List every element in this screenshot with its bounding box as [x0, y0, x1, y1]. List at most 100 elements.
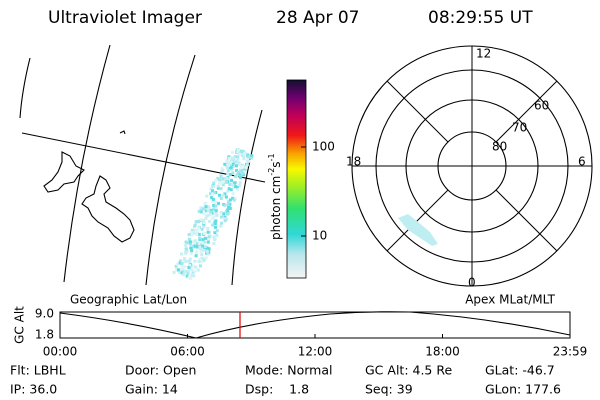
aurora-pixel	[176, 262, 180, 266]
aurora-pixel	[226, 212, 230, 216]
strip-x-tick-label: 18:00	[425, 345, 460, 359]
aurora-pixel	[187, 266, 191, 269]
aurora-pixel	[222, 217, 226, 221]
aurora-pixel	[238, 181, 242, 185]
aurora-pixel	[250, 154, 254, 158]
aurora-pixel	[228, 198, 232, 202]
aurora-pixel	[234, 164, 238, 168]
aurora-pixel	[233, 155, 237, 159]
aurora-pixel	[233, 181, 237, 185]
aurora-pixel	[219, 196, 223, 200]
aurora-pixel	[209, 210, 213, 214]
aurora-pixel	[232, 185, 236, 189]
aurora-pixel	[189, 246, 193, 250]
aurora-pixel	[214, 211, 218, 215]
aurora-pixel	[200, 241, 204, 245]
aurora-pixel	[194, 254, 198, 258]
aurora-pixel	[232, 198, 236, 202]
aurora-pixel	[212, 235, 216, 239]
island	[119, 130, 126, 135]
aurora-pixel	[242, 157, 246, 161]
aurora-pixel	[202, 225, 206, 229]
hour-label: 6	[578, 155, 586, 169]
aurora-pixel	[235, 185, 239, 189]
strip-x-tick-label: 06:00	[170, 345, 205, 359]
aurora-pixel	[202, 248, 206, 252]
aurora-pixel	[229, 188, 233, 192]
aurora-pixel	[193, 259, 197, 263]
aurora-pixel	[223, 192, 227, 196]
aurora	[172, 148, 254, 281]
aurora-pixel	[228, 202, 232, 206]
aurora-pixel	[218, 193, 221, 197]
aurora-pixel	[187, 259, 191, 263]
aurora-pixel	[184, 244, 188, 247]
aurora-pixel	[197, 259, 201, 263]
aurora-pixel	[207, 213, 211, 217]
aurora-pixel	[239, 165, 243, 169]
aurora-pixel	[223, 219, 227, 223]
aurora-pixel	[196, 268, 200, 272]
strip-y-label: GC Alt	[13, 306, 27, 344]
aurora-pixel	[223, 162, 227, 166]
aurora-pixel	[202, 232, 206, 236]
status-field: GLat: -46.7	[485, 363, 555, 378]
strip-x-tick-label: 12:00	[298, 345, 333, 359]
status-info: Flt: LBHL Door: Open Mode: Normal GC Alt: 4…	[10, 363, 561, 397]
aurora-pixel	[203, 244, 207, 248]
aurora-pixel	[202, 219, 205, 223]
aurora-pixel	[212, 215, 216, 219]
aurora-pixel	[235, 169, 238, 172]
aurora-pixel	[214, 219, 218, 223]
strip-x-tick-label: 23:59	[553, 345, 588, 359]
aurora-pixel	[227, 165, 231, 169]
status-field: Flt: LBHL	[10, 363, 66, 378]
aurora-pixel	[237, 151, 241, 155]
aurora-pixel	[210, 196, 214, 200]
aurora-pixel	[227, 206, 230, 210]
parallel	[21, 132, 266, 183]
aurora-pixel	[198, 246, 202, 250]
aurora-pixel	[195, 245, 199, 249]
aurora-pixel	[240, 169, 244, 173]
aurora-pixel	[182, 272, 186, 276]
aurora-pixel	[204, 236, 208, 240]
aurora-pixel	[183, 269, 187, 273]
aurora-pixel	[230, 167, 233, 171]
aurora-pixel	[183, 257, 187, 260]
aurora-pixel	[195, 233, 199, 236]
aurora-pixel	[231, 171, 235, 175]
aurora-pixel	[222, 179, 226, 183]
aurora-pixel	[198, 264, 202, 268]
polar-plot: 12 0 18 6 80 70 60	[346, 45, 593, 290]
colorbar-tick-label: 100	[312, 140, 335, 154]
aurora-pixel	[208, 207, 211, 211]
aurora-pixel	[249, 156, 253, 160]
aurora-pixel	[214, 207, 218, 211]
aurora-pixel	[212, 200, 216, 204]
aurora-pixel	[187, 237, 191, 241]
aurora-pixel	[183, 260, 186, 264]
meridian	[19, 57, 31, 119]
aurora-pixel	[207, 235, 211, 239]
altitude-curve	[59, 311, 571, 339]
aurora-pixel	[198, 258, 202, 262]
aurora-pixel	[200, 250, 203, 254]
aurora-pixel	[214, 178, 218, 182]
aurora-pixel	[223, 203, 227, 207]
aurora-pixel	[200, 253, 204, 256]
aurora-pixel	[228, 207, 232, 210]
aurora-pixel	[215, 213, 219, 217]
aurora-pixel	[241, 172, 244, 176]
aurora-pixel	[212, 191, 216, 195]
aurora-pixel	[206, 227, 210, 231]
aurora-pixel	[228, 183, 232, 186]
status-field: GC Alt: 4.5 Re	[365, 363, 452, 378]
aurora-pixel	[219, 174, 223, 178]
aurora-pixel	[212, 181, 216, 185]
strip-x-tick-label: 00:00	[43, 345, 78, 359]
aurora-pixel	[204, 217, 208, 220]
aurora-pixel	[230, 151, 234, 154]
aurora-pixel	[227, 200, 230, 204]
aurora-pixel	[242, 169, 246, 173]
